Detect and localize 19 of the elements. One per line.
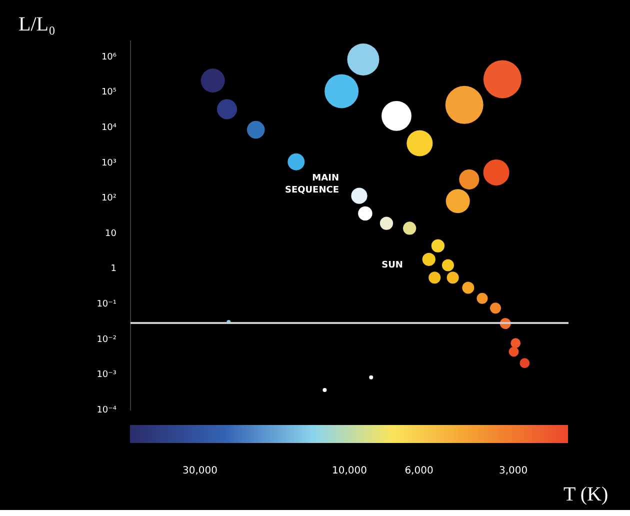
- x-tick-label: 10,000: [332, 466, 368, 476]
- y-tick-label: 10³: [101, 158, 117, 168]
- annotation: MAIN SEQUENCE: [284, 173, 339, 196]
- annotation: SUN: [382, 260, 403, 270]
- y-tick-label: 10⁻¹: [96, 300, 117, 310]
- y-tick-label: 10⁻²: [96, 334, 117, 345]
- x-tick-label: 30,000: [182, 466, 218, 476]
- y-tick-label: 10⁻⁴: [96, 406, 117, 416]
- y-tick-label: 10⁻³: [96, 370, 117, 380]
- y-tick-label: 10: [105, 228, 117, 239]
- y-tick-label: 10²: [101, 194, 117, 204]
- y-tick-label: 10⁴: [101, 122, 117, 133]
- x-tick-label: 6,000: [404, 466, 434, 476]
- y-tick-label: 1: [110, 264, 117, 274]
- y-tick-label: 10⁶: [101, 52, 117, 62]
- x-tick-label: 3,000: [499, 466, 528, 476]
- y-axis-title: L/L₀: [18, 14, 56, 36]
- y-tick-label: 10⁵: [101, 88, 117, 98]
- x-axis-title: T (K): [564, 484, 608, 506]
